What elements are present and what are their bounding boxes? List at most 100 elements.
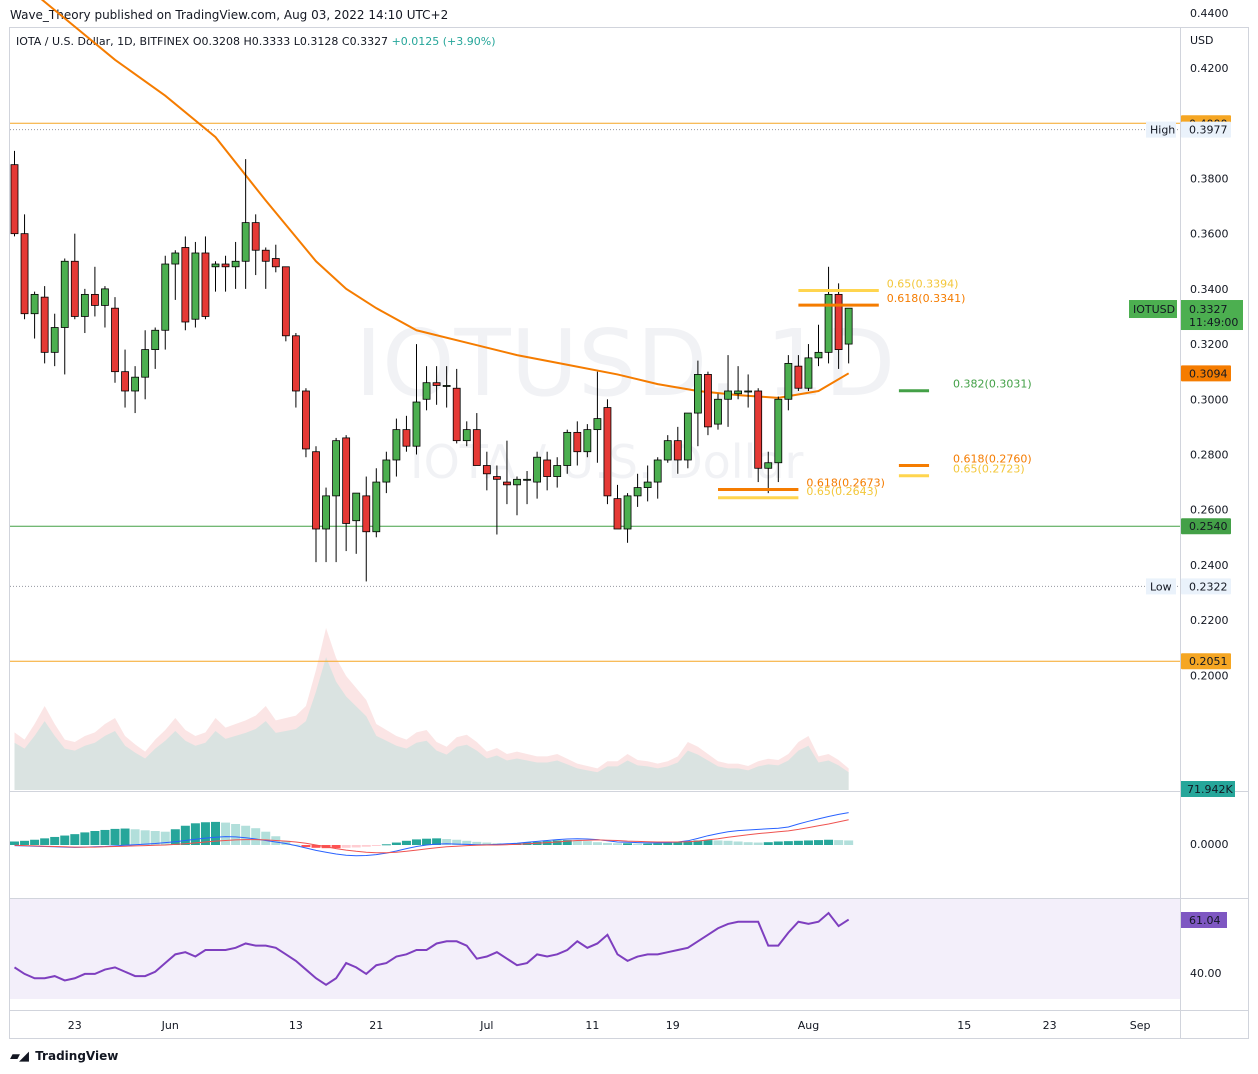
candle: [412, 344, 421, 455]
candle-body: [784, 362, 793, 400]
candle-body: [372, 481, 381, 533]
volume-area-fill: [14, 628, 849, 790]
candle-body: [281, 266, 290, 337]
fibonacci-levels: 0.65(0.3394)0.618(0.3341) 0.382(0.3031) 0.…: [718, 278, 1032, 500]
candle-body: [261, 249, 270, 262]
candle-body: [412, 401, 421, 447]
macd-histogram-bar: [452, 839, 462, 845]
candle-body: [533, 456, 541, 483]
candle-body: [573, 431, 582, 453]
level-price-tag-text: 0.2540: [1189, 520, 1228, 533]
candle: [593, 371, 602, 463]
candle-body: [553, 465, 562, 477]
candle-body: [121, 371, 129, 392]
rsi-tag-text: 61.04: [1189, 914, 1221, 927]
price-axis[interactable]: USD 0.4400 0.4200 0.3800 0.3600 0.3400 0.3200…: [1190, 7, 1229, 682]
last-price-tag-text: 0.3327: [1189, 303, 1228, 316]
candle-body: [482, 465, 491, 475]
candle-body: [151, 329, 160, 350]
candle: [60, 258, 69, 375]
price-axis-tick: 0.2800: [1190, 448, 1229, 461]
legend-high: H0.3333: [243, 35, 291, 48]
candle: [643, 465, 652, 502]
macd-histogram-bar: [251, 828, 261, 845]
macd-histogram-bar: [110, 828, 120, 845]
macd-histogram-bar: [834, 840, 844, 845]
candle: [543, 451, 552, 491]
macd-histogram-bar: [793, 840, 803, 845]
price-axis-tick: 0.3800: [1190, 172, 1229, 185]
candle: [422, 366, 431, 411]
candle: [673, 426, 682, 474]
candle-body: [60, 260, 69, 328]
candle: [402, 415, 411, 452]
candle: [312, 446, 320, 563]
candle-body: [271, 258, 280, 268]
macd-histogram-bar: [572, 840, 582, 845]
macd-histogram-bar: [311, 845, 321, 848]
level-tag-chip-text: High: [1150, 124, 1175, 137]
time-axis-tick: 21: [369, 1019, 383, 1032]
volume-area-fill-up: [14, 657, 849, 790]
candle-body: [141, 349, 150, 378]
candle-body: [10, 164, 19, 235]
candle-body: [211, 263, 220, 268]
macd-histogram-bar: [683, 841, 693, 845]
macd-histogram-bar: [803, 840, 813, 845]
price-axis-tick: 0.2200: [1190, 614, 1229, 627]
macd-histogram-bar: [30, 839, 40, 845]
legend-close: C0.3327: [341, 35, 389, 48]
price-tags: 0.40000.25400.20510.3977High0.2322LowIOT…: [1129, 115, 1243, 928]
price-axis-tick: 0.4200: [1190, 62, 1229, 75]
candle-body: [302, 390, 310, 450]
macd-histogram-bar: [613, 843, 622, 845]
candle-body: [70, 260, 79, 317]
time-axis[interactable]: 23 Jun 13 21 Jul 11 19 Aug 15 23 Sep: [68, 1019, 1151, 1032]
price-axis-tick: 0.3000: [1190, 393, 1229, 406]
rsi-band: [10, 899, 1180, 999]
candle-body: [402, 429, 411, 447]
candle-body: [513, 478, 521, 486]
time-axis-tick: 19: [666, 1019, 680, 1032]
legend-low: L0.3128: [293, 35, 339, 48]
macd-histogram-bar: [462, 840, 472, 845]
macd-histogram-bar: [623, 843, 633, 845]
candle: [603, 399, 612, 505]
macd-histogram-bar: [663, 842, 673, 845]
candle: [161, 255, 170, 350]
macd-histogram-bar: [401, 840, 411, 845]
candle-body: [432, 382, 441, 386]
level-tag-chip-text: Low: [1150, 580, 1172, 593]
rsi-line: [13, 911, 850, 986]
candle: [472, 413, 481, 466]
candle: [10, 150, 19, 237]
candle-body: [322, 495, 330, 530]
rsi-40-tick: 40.00: [1190, 967, 1222, 980]
signal-line: [14, 819, 849, 854]
candle-body: [131, 376, 140, 392]
symbol-tag-bg: [1129, 300, 1177, 319]
time-axis-tick: 23: [1043, 1019, 1057, 1032]
candle: [653, 457, 662, 499]
candle-body: [332, 440, 341, 497]
candle: [91, 266, 99, 317]
candle: [824, 266, 833, 364]
macd-histogram-bar: [180, 825, 190, 845]
macd-histogram-bar: [281, 840, 291, 845]
candle-body: [80, 293, 89, 317]
footer-brand[interactable]: ▰◢ TradingView: [10, 1049, 118, 1064]
macd-histogram-bar: [643, 843, 653, 845]
level-price-tag-text: 0.2322: [1189, 580, 1228, 593]
macd-histogram-bar: [743, 842, 753, 845]
macd-histogram-bar: [331, 845, 341, 849]
candle-body: [91, 293, 99, 306]
candle: [663, 435, 672, 463]
candle-body: [563, 431, 572, 466]
macd-histogram-bar: [200, 822, 210, 845]
candle: [523, 471, 531, 505]
macd-histogram-bar: [80, 832, 90, 845]
symbol-name[interactable]: IOTA / U.S. Dollar, 1D, BITFINEX: [16, 35, 190, 48]
candle: [442, 366, 451, 408]
legend-open: O0.3208: [192, 35, 240, 48]
